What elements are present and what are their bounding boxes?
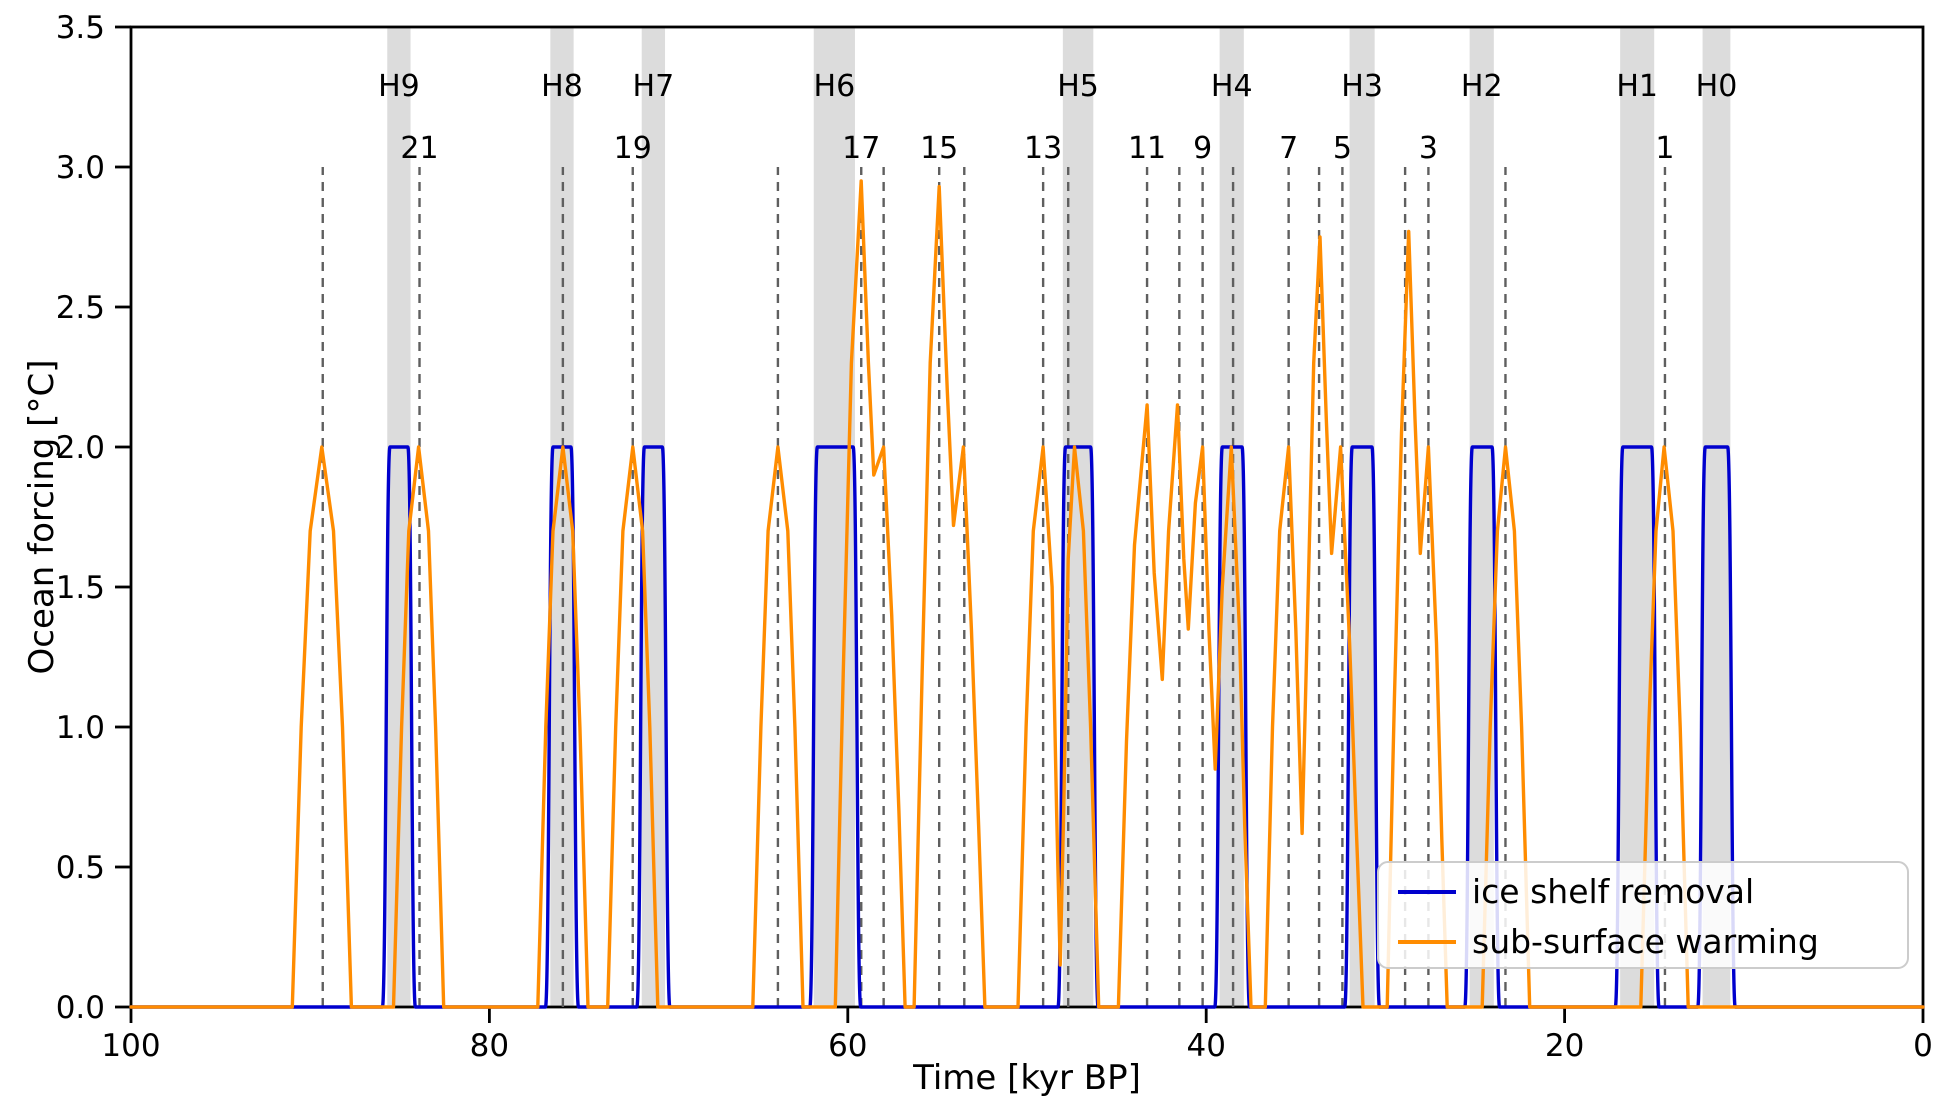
series-sub-surface-warming: [129, 179, 1925, 1009]
do-event-label-19: 19: [614, 131, 652, 166]
heinrich-label-H0: H0: [1696, 69, 1738, 104]
heinrich-label-H1: H1: [1616, 69, 1658, 104]
heinrich-label-H5: H5: [1057, 69, 1099, 104]
heinrich-label-H9: H9: [378, 69, 420, 104]
heinrich-band-H3: [1349, 27, 1375, 1007]
do-event-label-3: 3: [1419, 131, 1438, 166]
y-tick-label: 0.0: [56, 990, 105, 1026]
do-event-label-11: 11: [1128, 131, 1166, 166]
heinrich-label-H6: H6: [814, 69, 856, 104]
x-axis-label: Time [kyr BP]: [913, 1058, 1141, 1098]
do-event-label-13: 13: [1024, 131, 1062, 166]
legend-box: [1377, 861, 1909, 969]
heinrich-band-H1: [1620, 27, 1655, 1007]
y-tick-label: 3.5: [56, 10, 105, 46]
heinrich-label-H2: H2: [1461, 69, 1503, 104]
do-event-label-21: 21: [400, 131, 438, 166]
x-tick-label: 60: [828, 1028, 867, 1064]
heinrich-band-H7: [641, 27, 666, 1007]
heinrich-band-H0: [1702, 27, 1731, 1007]
y-tick-label: 2.5: [56, 290, 105, 326]
heinrich-band-H2: [1469, 27, 1494, 1007]
heinrich-band-H4: [1219, 27, 1244, 1007]
y-tick-label: 0.5: [56, 850, 105, 886]
do-event-label-1: 1: [1655, 131, 1674, 166]
heinrich-label-H7: H7: [633, 69, 675, 104]
y-tick-label: 3.0: [56, 150, 105, 186]
y-tick-label: 2.0: [56, 430, 105, 466]
do-event-label-5: 5: [1333, 131, 1352, 166]
heinrich-band-H8: [550, 27, 574, 1007]
do-event-label-15: 15: [920, 131, 958, 166]
x-tick-label: 40: [1186, 1028, 1225, 1064]
x-tick-label: 100: [101, 1028, 160, 1064]
heinrich-label-H4: H4: [1211, 69, 1253, 104]
x-tick-label: 0: [1913, 1028, 1933, 1064]
heinrich-label-H8: H8: [541, 69, 583, 104]
legend-entry-ice-shelf-removal-label: ice shelf removal: [1472, 872, 1754, 911]
do-event-label-17: 17: [842, 131, 880, 166]
y-tick-label: 1.5: [56, 570, 105, 606]
x-tick-label: 20: [1545, 1028, 1584, 1064]
x-tick-label: 80: [470, 1028, 509, 1064]
do-event-label-9: 9: [1193, 131, 1212, 166]
legend-entry-sub-surface-warming-label: sub-surface warming: [1472, 922, 1819, 961]
do-event-label-7: 7: [1279, 131, 1298, 166]
y-axis-label: Ocean forcing [°C]: [22, 359, 62, 675]
y-tick-label: 1.0: [56, 710, 105, 746]
heinrich-label-H3: H3: [1341, 69, 1383, 104]
heinrich-band-H9: [387, 27, 411, 1007]
